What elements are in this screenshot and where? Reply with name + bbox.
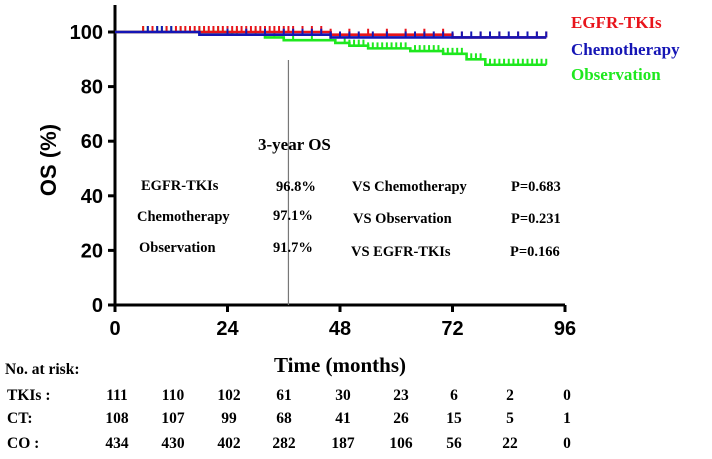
risk-table-cell: 110 — [162, 387, 185, 404]
y-tick-label: 60 — [81, 131, 103, 153]
x-tick-label: 96 — [554, 318, 576, 340]
risk-table-cell: 15 — [446, 410, 462, 427]
risk-table-cell: 434 — [105, 435, 129, 452]
x-axis-ticks: 0 24 48 72 96 — [109, 305, 576, 340]
risk-table-cell: 6 — [450, 387, 458, 404]
annotation-title: 3-year OS — [258, 135, 331, 154]
y-axis-ticks: 0 20 40 60 80 100 — [70, 22, 115, 317]
risk-table-cell: 106 — [389, 435, 413, 452]
annotation-comparison: VS EGFR-TKIs — [351, 244, 451, 260]
annotation-comparison: VS Chemotherapy — [352, 179, 468, 195]
risk-table-cell: 56 — [446, 435, 462, 452]
annotation-value: 91.7% — [273, 240, 313, 256]
x-tick-label: 0 — [109, 318, 120, 340]
annotation-p-value: P=0.166 — [510, 244, 560, 260]
annotation-value: 97.1% — [273, 208, 313, 224]
risk-row-label: TKIs : — [7, 387, 51, 404]
risk-table-cell: 282 — [272, 435, 296, 452]
risk-table-cell: 107 — [161, 410, 185, 427]
risk-table-cell: 0 — [563, 435, 571, 452]
risk-table-cell: 102 — [217, 387, 241, 404]
annotation-group: Chemotherapy — [137, 209, 230, 225]
risk-table-cell: 187 — [331, 435, 355, 452]
risk-table-values: 111 110 102 61 30 23 6 2 0 108 107 99 68 41 26 15 5 1 434 4… — [105, 387, 571, 452]
three-year-os-annotation: 3-year OS EGFR-TKIs 96.8% VS Chemotherap… — [137, 135, 561, 260]
risk-table-cell: 1 — [563, 410, 571, 427]
annotation-group: EGFR-TKIs — [141, 178, 219, 194]
risk-table-cell: 68 — [276, 410, 292, 427]
x-tick-label: 24 — [216, 318, 239, 340]
risk-table-title: No. at risk: — [5, 361, 79, 378]
risk-table-cell: 26 — [393, 410, 409, 427]
risk-table-cell: 61 — [276, 387, 292, 404]
risk-table-cell: 22 — [502, 435, 518, 452]
legend-entry-chemotherapy: Chemotherapy — [571, 40, 680, 59]
risk-table-cell: 2 — [506, 387, 514, 404]
annotation-p-value: P=0.683 — [511, 179, 561, 195]
risk-table-cell: 430 — [161, 435, 185, 452]
annotation-comparison: VS Observation — [353, 211, 452, 227]
risk-table-cell: 0 — [563, 387, 571, 404]
risk-table-cell: 99 — [221, 410, 237, 427]
risk-row-label: CO : — [7, 435, 39, 452]
risk-row-label: CT: — [7, 410, 33, 427]
risk-table-cell: 5 — [506, 410, 514, 427]
risk-table-cell: 402 — [217, 435, 241, 452]
legend-entry-observation: Observation — [571, 65, 661, 84]
risk-table-cell: 30 — [335, 387, 351, 404]
survival-curves — [115, 26, 548, 67]
y-tick-label: 40 — [81, 186, 103, 208]
annotation-p-value: P=0.231 — [511, 211, 561, 227]
y-tick-label: 20 — [81, 240, 103, 262]
risk-table: No. at risk: TKIs : CT: CO : 111 110 102 61… — [5, 361, 571, 452]
legend-entry-egfr-tkis: EGFR-TKIs — [571, 13, 662, 32]
y-tick-label: 0 — [92, 295, 103, 317]
y-axis-label: OS (%) — [36, 124, 61, 196]
annotation-value: 96.8% — [276, 179, 316, 195]
x-axis-label: Time (months) — [274, 353, 406, 377]
legend: EGFR-TKIs Chemotherapy Observation — [571, 13, 680, 84]
y-tick-label: 80 — [81, 77, 103, 99]
annotation-group: Observation — [139, 240, 216, 256]
risk-table-cell: 108 — [105, 410, 129, 427]
risk-table-cell: 23 — [393, 387, 409, 404]
risk-table-cell: 111 — [106, 387, 128, 404]
x-tick-label: 72 — [441, 318, 463, 340]
x-tick-label: 48 — [329, 318, 351, 340]
y-tick-label: 100 — [70, 22, 103, 44]
risk-table-cell: 41 — [335, 410, 351, 427]
